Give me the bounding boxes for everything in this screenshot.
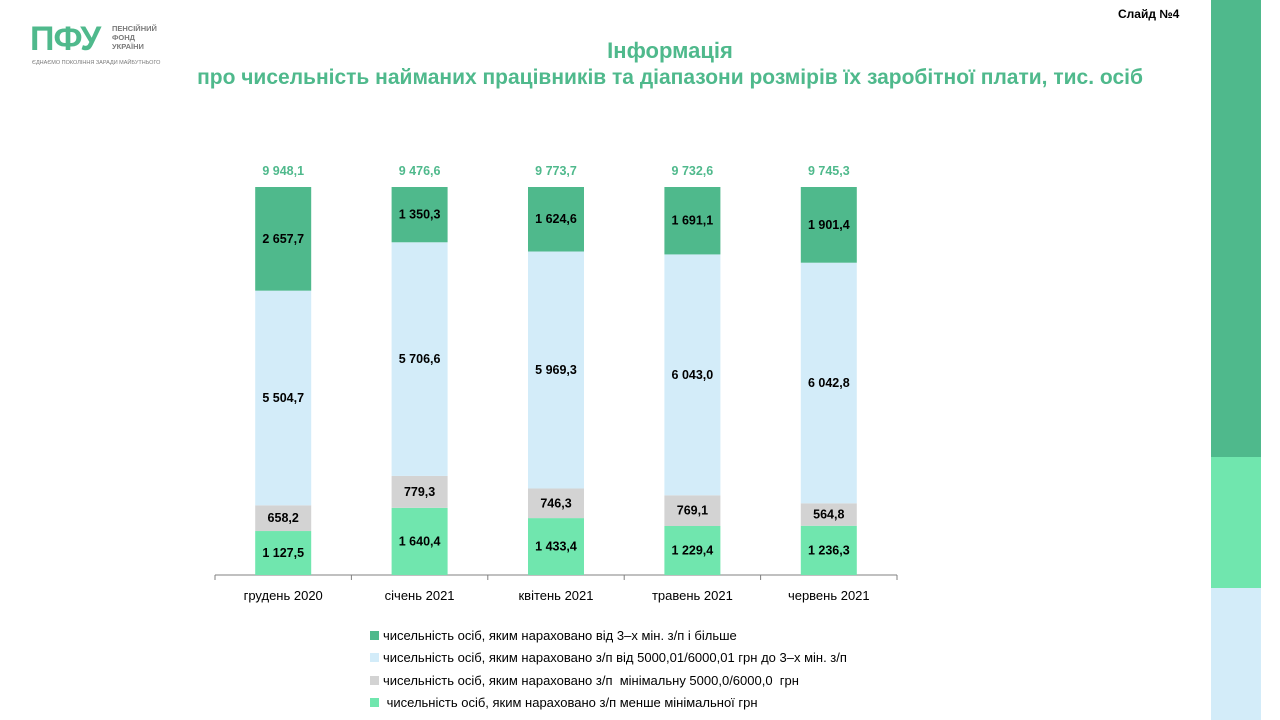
data-label: 769,1 [677, 504, 708, 518]
data-label: 6 043,0 [672, 368, 714, 382]
category-label: квітень 2021 [518, 588, 593, 603]
data-label: 1 236,3 [808, 543, 850, 557]
bar-segment [255, 505, 312, 532]
category-label: січень 2021 [385, 588, 455, 603]
bar-segment [528, 518, 584, 575]
data-label: 658,2 [268, 511, 299, 525]
sidebar-stripe-mid [1211, 457, 1261, 588]
bar-segment [664, 187, 721, 255]
legend-swatch [370, 675, 379, 685]
bar-segment [528, 488, 584, 519]
legend-swatch [370, 630, 379, 640]
legend-item: чисельність осіб, яким нараховано з/п ме… [370, 692, 847, 715]
category-label: грудень 2020 [244, 588, 323, 603]
legend-label: чисельність осіб, яким нараховано з/п ві… [383, 650, 847, 666]
category-label: червень 2021 [788, 588, 870, 603]
data-label: 5 504,7 [262, 391, 304, 405]
logo-mark: ПФУ [30, 20, 101, 58]
bar-segment [255, 187, 312, 291]
total-label: 9 773,7 [535, 164, 577, 178]
total-label: 9 732,6 [672, 164, 714, 178]
data-label: 5 969,3 [535, 363, 577, 377]
stacked-bar-chart: 1 127,5 658,2 5 504,7 2 657,7 9 948,1 грудень… [214, 164, 898, 603]
legend-swatch [370, 653, 379, 663]
sidebar-stripe-light [1211, 588, 1261, 720]
data-label: 1 229,4 [672, 543, 714, 557]
logo-slogan: ЄДНАЄМО ПОКОЛІННЯ ЗАРАДИ МАЙБУТНЬОГО [32, 60, 161, 66]
data-label: 779,3 [404, 485, 435, 499]
legend-label: чисельність осіб, яким нараховано від 3–… [383, 627, 737, 643]
bar-segment [528, 187, 584, 252]
legend-label: чисельність осіб, яким нараховано з/п ме… [383, 695, 758, 711]
total-label: 9 476,6 [399, 164, 441, 178]
bar-segment [391, 475, 448, 508]
bar-segment [664, 525, 721, 575]
data-label: 1 433,4 [535, 540, 577, 554]
bar-segment [255, 290, 312, 506]
title-line-2: про чисельність найманих працівників та … [197, 66, 1143, 89]
bar-segment [391, 507, 448, 575]
category-label: травень 2021 [652, 588, 733, 603]
data-label: 2 657,7 [262, 232, 304, 246]
title-line-1: Інформація [607, 38, 733, 63]
data-label: 1 624,6 [535, 212, 577, 226]
bar-segment [664, 254, 721, 496]
data-label: 5 706,6 [399, 352, 441, 366]
data-label: 1 640,4 [399, 534, 441, 548]
logo-text: ПЕНСІЙНИЙ ФОНД УКРАЇНИ [112, 24, 157, 51]
legend-item: чисельність осіб, яким нараховано з/п ві… [370, 647, 847, 670]
data-label: 6 042,8 [808, 376, 850, 390]
bar-segment [800, 187, 857, 263]
data-label: 564,8 [813, 508, 844, 522]
slide-title: Інформація про чисельність найманих прац… [170, 38, 1170, 91]
data-label: 1 691,1 [672, 214, 714, 228]
legend-item: чисельність осіб, яким нараховано з/п мі… [370, 669, 847, 692]
bar-segment [391, 187, 448, 243]
pfu-logo: ПФУ ПЕНСІЙНИЙ ФОНД УКРАЇНИ ЄДНАЄМО ПОКОЛ… [30, 20, 170, 70]
data-label: 746,3 [540, 496, 571, 510]
legend-item: чисельність осіб, яким нараховано від 3–… [370, 624, 847, 647]
bar-segment [391, 242, 448, 476]
bar-segment [800, 525, 857, 575]
bar-segment [800, 503, 857, 526]
total-label: 9 948,1 [262, 164, 304, 178]
bar-segment [800, 262, 857, 504]
bar-segment [528, 251, 584, 489]
bar-segment [255, 531, 312, 575]
data-label: 1 901,4 [808, 218, 850, 232]
legend-swatch [370, 698, 379, 708]
legend-label: чисельність осіб, яким нараховано з/п мі… [383, 672, 799, 688]
total-label: 9 745,3 [808, 164, 850, 178]
chart-legend: чисельність осіб, яким нараховано від 3–… [370, 624, 847, 714]
slide-number: Слайд №4 [1118, 7, 1180, 21]
sidebar-stripe-dark [1211, 0, 1261, 457]
bar-segment [664, 495, 721, 526]
data-label: 1 350,3 [399, 208, 441, 222]
data-label: 1 127,5 [262, 546, 304, 560]
